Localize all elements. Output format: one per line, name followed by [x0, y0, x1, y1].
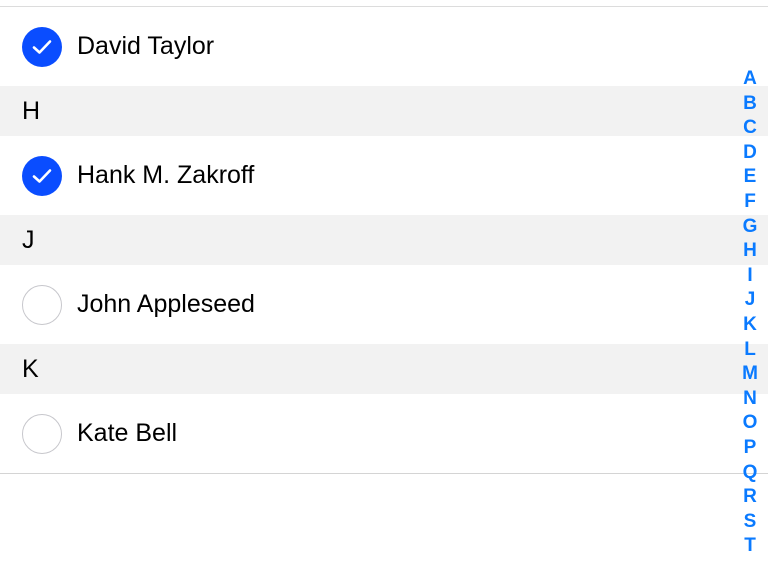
- empty-circle-icon[interactable]: [22, 284, 62, 325]
- index-letter[interactable]: K: [743, 313, 757, 335]
- section-header: J: [0, 215, 768, 265]
- checkmark-circle-icon[interactable]: [22, 26, 62, 67]
- contact-row[interactable]: David Taylor: [0, 7, 768, 86]
- contact-name: Kate Bell: [77, 419, 178, 447]
- index-letter[interactable]: I: [747, 264, 753, 286]
- contact-list: David Taylor H Hank M. Zakroff J John Apples…: [0, 7, 768, 474]
- index-letter[interactable]: O: [742, 412, 758, 434]
- index-letter[interactable]: C: [743, 117, 757, 139]
- contact-name: John Appleseed: [77, 290, 255, 318]
- contact-row[interactable]: John Appleseed: [0, 265, 768, 344]
- index-letter[interactable]: F: [744, 190, 756, 212]
- index-letter[interactable]: L: [744, 338, 756, 360]
- contact-row[interactable]: Hank M. Zakroff: [0, 136, 768, 215]
- index-letter[interactable]: T: [744, 535, 756, 557]
- index-letter[interactable]: R: [743, 486, 757, 508]
- top-separator: [0, 6, 768, 7]
- index-letter[interactable]: Q: [742, 461, 758, 483]
- contact-row[interactable]: Kate Bell: [0, 394, 768, 473]
- contact-name: Hank M. Zakroff: [77, 161, 255, 189]
- section-header: H: [0, 86, 768, 136]
- index-letter[interactable]: H: [743, 240, 757, 262]
- index-letter[interactable]: J: [744, 289, 756, 311]
- index-letter[interactable]: B: [743, 92, 757, 114]
- index-letter[interactable]: G: [742, 215, 758, 237]
- index-letter[interactable]: N: [743, 387, 757, 409]
- index-letter[interactable]: S: [743, 510, 757, 532]
- index-letter[interactable]: E: [743, 166, 757, 188]
- empty-circle-icon[interactable]: [22, 413, 62, 454]
- section-header: K: [0, 344, 768, 394]
- index-letter[interactable]: M: [742, 363, 758, 385]
- index-letter[interactable]: A: [743, 68, 757, 89]
- index-letter[interactable]: D: [743, 141, 757, 163]
- index-letter[interactable]: P: [743, 436, 757, 458]
- contact-name: David Taylor: [77, 32, 215, 60]
- checkmark-circle-icon[interactable]: [22, 155, 62, 196]
